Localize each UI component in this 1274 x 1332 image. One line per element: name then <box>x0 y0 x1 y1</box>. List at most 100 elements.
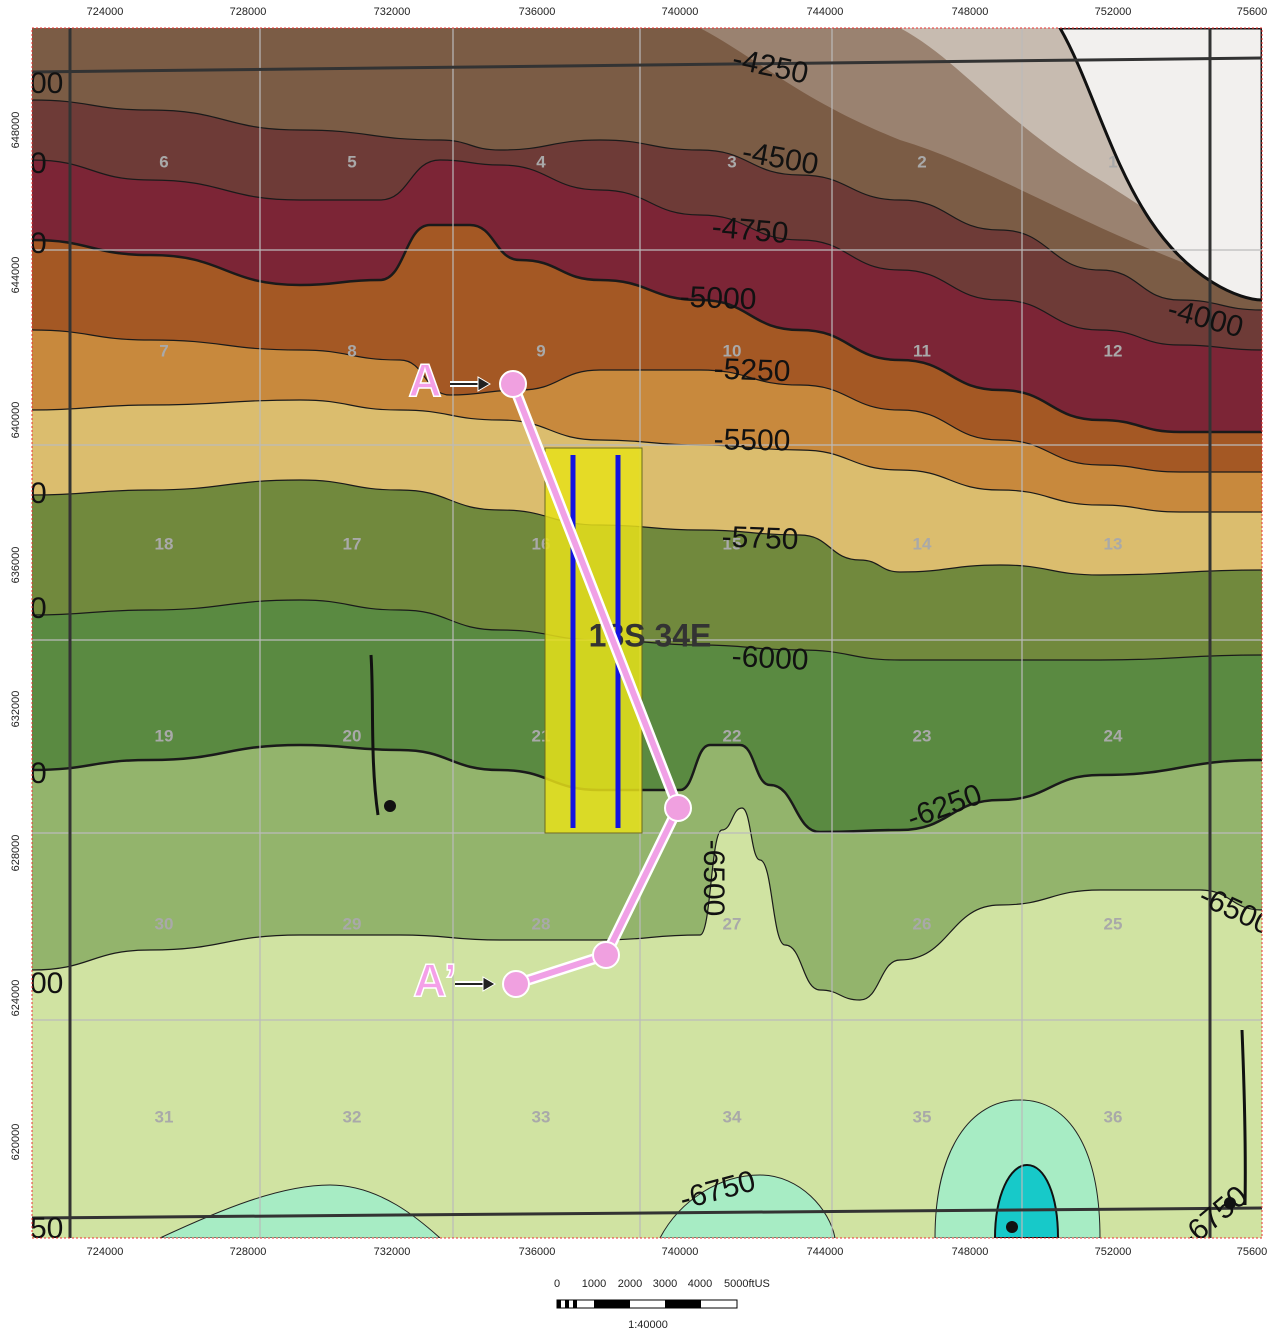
x-tick-label: 740000 <box>662 1246 699 1258</box>
section-number: 4 <box>536 152 546 171</box>
section-number: 33 <box>532 1107 551 1126</box>
y-tick-label: 644000 <box>10 257 22 294</box>
contour-line <box>32 807 1262 1001</box>
section-number: 8 <box>347 341 356 360</box>
x-tick-label: 732000 <box>374 1246 411 1258</box>
section-number: 12 <box>1104 341 1123 360</box>
x-tick-label: 752000 <box>1095 6 1132 18</box>
contour-line <box>32 479 1262 576</box>
contour-label: -5000 <box>679 281 757 317</box>
contour-label-fragment: 00 <box>30 967 63 1000</box>
section-number: 35 <box>913 1107 932 1126</box>
section-node <box>592 941 620 969</box>
y-tick-label: 640000 <box>10 402 22 439</box>
township-border <box>32 1206 1262 1220</box>
x-tick-label: 752000 <box>1095 1246 1132 1258</box>
section-number: 24 <box>1104 726 1123 745</box>
contour-label: -6000 <box>731 640 809 677</box>
section-number: 31 <box>155 1107 174 1126</box>
section-number: 7 <box>159 341 168 360</box>
section-node <box>502 970 530 998</box>
scale-label: 3000 <box>653 1278 677 1290</box>
contour-band <box>32 808 1262 1238</box>
scale-label: 1000 <box>582 1278 606 1290</box>
scale-label: 0 <box>554 1278 560 1290</box>
section-node <box>499 370 527 398</box>
y-tick-label: 648000 <box>10 112 22 149</box>
contour-label-fragment: 0 <box>30 757 47 790</box>
y-tick-label: 636000 <box>10 547 22 584</box>
contour-line <box>32 223 1262 434</box>
section-number: 18 <box>155 534 174 553</box>
contour-band <box>993 1163 1060 1238</box>
y-tick-label: 628000 <box>10 835 22 872</box>
contour-line <box>32 329 1262 473</box>
section-number: 25 <box>1104 914 1123 933</box>
township-border <box>32 56 1262 74</box>
section-number: 5 <box>347 152 356 171</box>
y-tick-label: 620000 <box>10 1124 22 1161</box>
x-tick-label: 732000 <box>374 6 411 18</box>
x-tick-label: 736000 <box>519 1246 556 1258</box>
contour-label-fragment: 0 <box>30 592 47 625</box>
well <box>1006 1221 1018 1233</box>
section-number: 15 <box>723 534 742 553</box>
section-number: 28 <box>532 914 551 933</box>
x-tick-label: 724000 <box>87 6 124 18</box>
section-number: 23 <box>913 726 932 745</box>
section-number: 22 <box>723 726 742 745</box>
x-tick-label: 736000 <box>519 6 556 18</box>
section-number: 9 <box>536 341 545 360</box>
well <box>1224 1197 1236 1209</box>
contour-label: -5500 <box>713 423 790 457</box>
section-number: 10 <box>723 341 742 360</box>
contour-label: -6500 <box>697 840 730 917</box>
section-number: 26 <box>913 914 932 933</box>
scale-segment <box>665 1300 701 1308</box>
contour-label-fragment: 0 <box>30 147 47 180</box>
section-number: 17 <box>343 534 362 553</box>
contour-label-fragment: 0 <box>30 227 47 260</box>
contour-line <box>32 99 1262 311</box>
section-number: 34 <box>723 1107 742 1126</box>
section-number: 13 <box>1104 534 1123 553</box>
section-number: 1 <box>1108 152 1117 171</box>
section-node <box>664 794 692 822</box>
x-tick-label: 748000 <box>952 6 989 18</box>
section-label: A’ <box>413 954 456 1006</box>
arrow-head <box>482 976 496 992</box>
scale-segment <box>594 1300 630 1308</box>
well-trace <box>1240 1029 1247 1206</box>
scale-label: 4000 <box>688 1278 712 1290</box>
x-tick-label: 728000 <box>230 1246 267 1258</box>
contour-label: -5250 <box>713 353 791 389</box>
contour-label-fragment: 0 <box>30 477 47 510</box>
scale-ratio: 1:40000 <box>628 1319 668 1331</box>
contour-label-fragment: 50 <box>30 1212 63 1245</box>
contour-line <box>32 159 1262 351</box>
section-number: 27 <box>723 914 742 933</box>
arrow-head <box>477 376 491 392</box>
scale-label: 2000 <box>618 1278 642 1290</box>
x-tick-label: 724000 <box>87 1246 124 1258</box>
section-label: A <box>408 354 441 406</box>
x-tick-label: 75600 <box>1237 1246 1268 1258</box>
scale-label: 5000ftUS <box>724 1278 770 1290</box>
section-line <box>510 382 681 987</box>
x-tick-label: 728000 <box>230 6 267 18</box>
scale-bar <box>556 1299 738 1309</box>
scale-segment <box>573 1300 577 1308</box>
y-tick-label: 632000 <box>10 691 22 728</box>
section-number: 36 <box>1104 1107 1123 1126</box>
section-number: 14 <box>913 534 932 553</box>
x-tick-label: 744000 <box>807 6 844 18</box>
contour-band <box>159 1184 441 1238</box>
well-trace <box>369 654 380 816</box>
well <box>384 800 396 812</box>
scale-segment <box>565 1300 569 1308</box>
x-tick-label: 744000 <box>807 1246 844 1258</box>
scale-segment <box>557 1300 561 1308</box>
section-number: 20 <box>343 726 362 745</box>
